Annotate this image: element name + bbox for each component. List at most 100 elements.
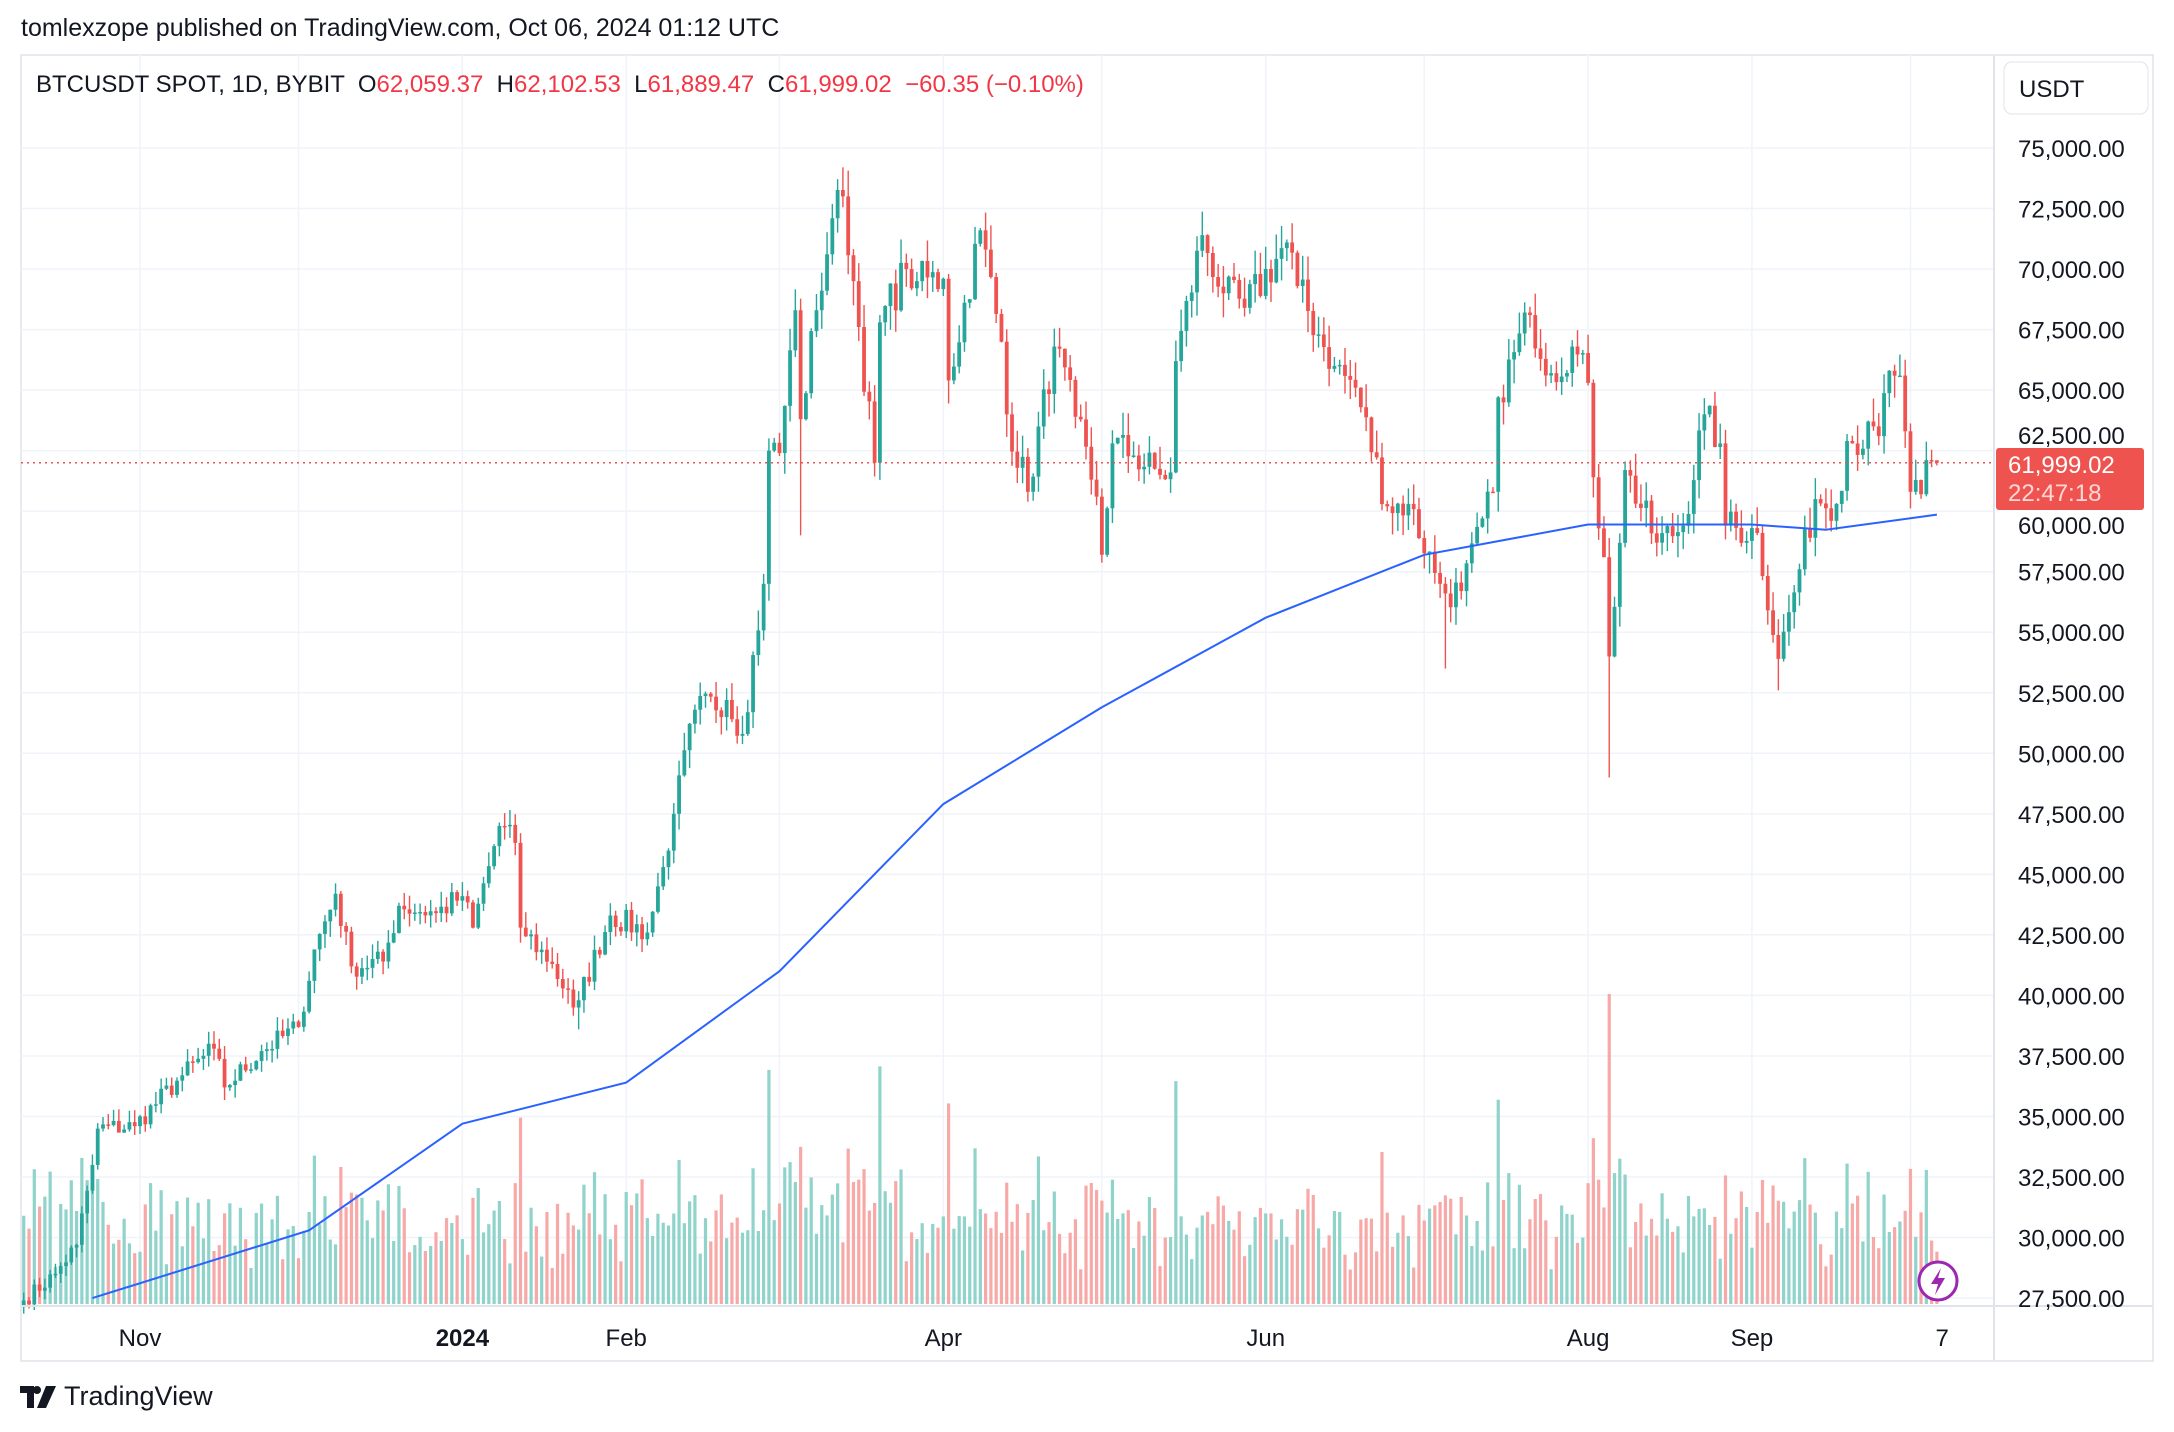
candle-body (1179, 330, 1184, 362)
candle-body (1765, 575, 1770, 611)
volume-bar (1121, 1213, 1125, 1304)
candle-body (1168, 472, 1173, 480)
candle-body (301, 1011, 306, 1027)
volume-bar (1454, 1234, 1458, 1304)
volume-bar (460, 1239, 464, 1304)
volume-bar (1269, 1213, 1273, 1304)
symbol-name[interactable]: BTCUSDT SPOT, 1D, BYBIT (36, 71, 345, 98)
volume-bar (1348, 1269, 1352, 1304)
volume-bar (719, 1194, 723, 1304)
volume-bar (1036, 1156, 1041, 1304)
volume-bar (1887, 1231, 1891, 1304)
candle-body (423, 911, 428, 916)
candle-body (1221, 286, 1226, 294)
candle-body (1290, 242, 1295, 253)
candle-body (629, 909, 634, 933)
candle-body (1126, 434, 1131, 457)
volume-bar (1353, 1252, 1358, 1304)
tradingview-logo[interactable]: TradingView (20, 1381, 213, 1412)
candle-body (1142, 466, 1147, 470)
volume-bar (873, 1202, 877, 1304)
candle-body (1887, 370, 1892, 394)
volume-bar (973, 1148, 977, 1304)
time-tick-label: Aug (1567, 1325, 1610, 1352)
volume-bar (1200, 1215, 1204, 1304)
candle-body (804, 393, 808, 420)
volume-bar (1195, 1227, 1199, 1304)
candle-body (835, 190, 840, 219)
candle-body (1660, 533, 1664, 543)
volume-bar (85, 1180, 89, 1304)
currency-button[interactable] (2003, 61, 2149, 115)
time-tick-label: Nov (119, 1325, 162, 1352)
volume-bar (571, 1225, 575, 1304)
candle-body (634, 924, 639, 933)
candle-body (1829, 508, 1834, 521)
volume-bar (185, 1197, 190, 1304)
volume-bar (1168, 1237, 1173, 1304)
candle-body (53, 1273, 58, 1276)
candle-body (1036, 426, 1041, 477)
volume-bar (936, 1227, 940, 1304)
candle-body (1755, 528, 1760, 533)
candle-body (978, 230, 983, 244)
candle-body (508, 824, 512, 827)
volume-bar (767, 1069, 771, 1304)
volume-bar (1782, 1201, 1786, 1304)
volume-bar (1380, 1151, 1384, 1304)
volume-bar (756, 1231, 760, 1304)
volume-bar (1512, 1248, 1516, 1304)
volume-bar (1285, 1236, 1289, 1304)
volume-bar (1459, 1196, 1463, 1304)
volume-bar (1544, 1220, 1548, 1304)
candle-body (788, 350, 792, 406)
candle-body (1332, 365, 1337, 369)
volume-bar (1649, 1218, 1654, 1304)
candle-body (497, 825, 502, 847)
candle-body (1855, 443, 1860, 455)
candle-body (1935, 460, 1939, 463)
volume-bar (1332, 1211, 1337, 1304)
volume-bar (1618, 1158, 1622, 1304)
candle-body (656, 886, 660, 912)
candle-body (951, 366, 956, 381)
candle-body (159, 1088, 164, 1105)
volume-bar (1845, 1163, 1849, 1304)
volume-bar (117, 1239, 121, 1304)
candle-body (1612, 606, 1617, 657)
volume-bar (22, 1215, 26, 1304)
lightning-icon[interactable] (1917, 1260, 1959, 1302)
chart-frame (20, 54, 2154, 1362)
volume-bar (1010, 1221, 1014, 1304)
time-axis[interactable]: Nov 2024 Feb Apr Jun Aug Sep 7 (119, 1325, 1949, 1352)
price-axis[interactable]: 75,000.00 72,500.00 70,000.00 67,500.00 65,0… (2018, 136, 2125, 1313)
candle-body (1602, 528, 1606, 558)
candle-body (1131, 455, 1136, 457)
candle-body (534, 934, 539, 953)
candle-body (735, 719, 740, 736)
volume-bar (212, 1251, 216, 1304)
candle-body (153, 1104, 158, 1106)
candle-body (1691, 480, 1696, 514)
volume-bar (1903, 1210, 1907, 1304)
volume-bar (1856, 1195, 1860, 1304)
candle-body (1094, 479, 1099, 497)
volume-bar (69, 1180, 73, 1304)
volume-bar (968, 1226, 972, 1304)
candle-body (1903, 375, 1908, 432)
volume-bar (1671, 1231, 1675, 1304)
candle-body (550, 961, 555, 964)
volume-bar (376, 1200, 380, 1304)
candle-body (1411, 503, 1416, 510)
candle-body (1089, 446, 1094, 480)
volume-bar (1813, 1212, 1817, 1304)
candle-body (1702, 414, 1707, 431)
volume-bar (1628, 1247, 1632, 1304)
volume-bar (1702, 1208, 1706, 1304)
candle-body (1311, 310, 1316, 336)
volume-bar (931, 1223, 935, 1304)
candle-body (1538, 348, 1543, 359)
volume-bar (1575, 1242, 1580, 1304)
candle-body (1448, 593, 1453, 608)
